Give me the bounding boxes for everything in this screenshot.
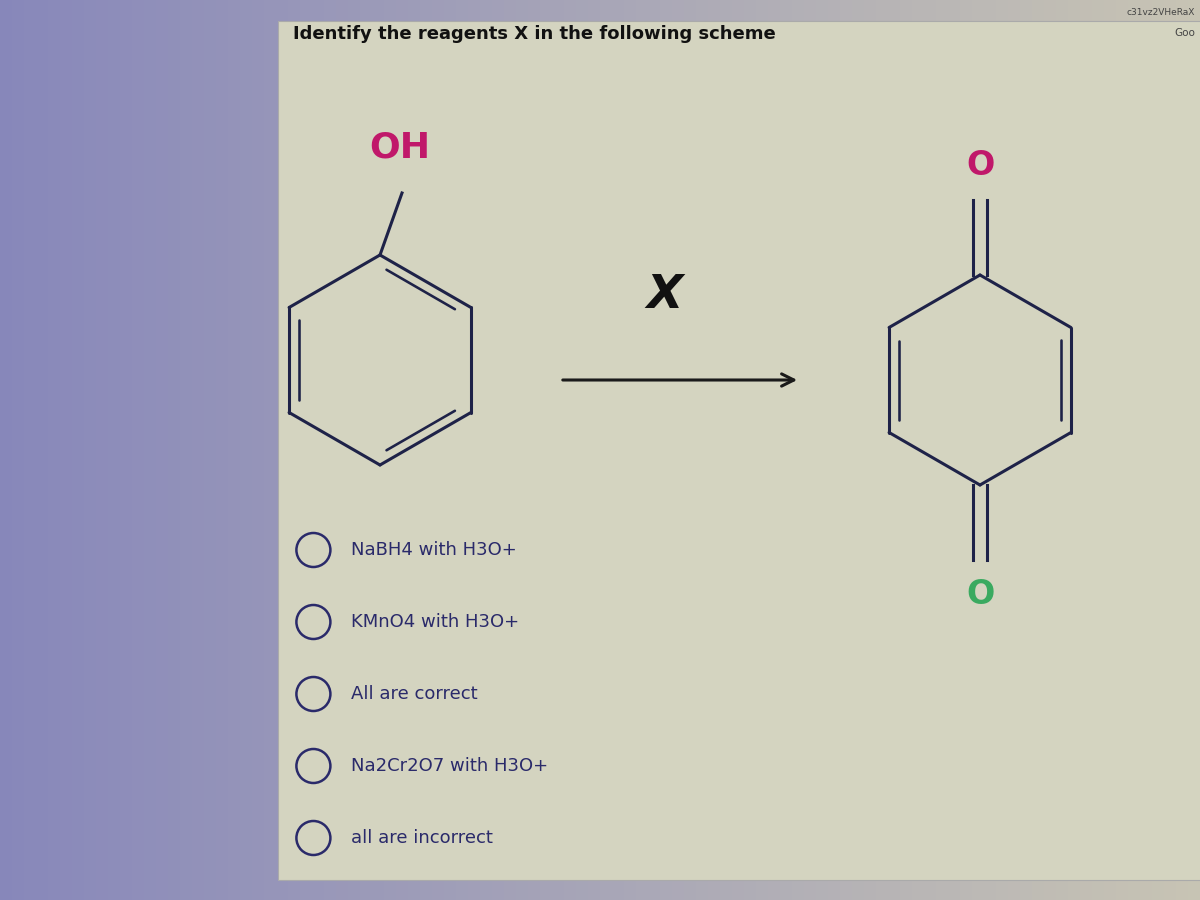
Text: OH: OH <box>370 131 431 165</box>
Text: O: O <box>966 149 994 182</box>
Text: Na2Cr2O7 with H3O+: Na2Cr2O7 with H3O+ <box>352 757 548 775</box>
Text: KMnO4 with H3O+: KMnO4 with H3O+ <box>352 613 520 631</box>
Text: Identify the reagents X in the following scheme: Identify the reagents X in the following… <box>294 25 776 43</box>
Text: All are correct: All are correct <box>352 685 478 703</box>
Text: NaBH4 with H3O+: NaBH4 with H3O+ <box>352 541 517 559</box>
Text: all are incorrect: all are incorrect <box>352 829 493 847</box>
Text: X: X <box>647 273 683 318</box>
FancyBboxPatch shape <box>278 21 1200 880</box>
Text: Goo: Goo <box>1174 28 1195 38</box>
Text: O: O <box>966 578 994 611</box>
Text: c31vz2VHeRaX: c31vz2VHeRaX <box>1127 8 1195 17</box>
